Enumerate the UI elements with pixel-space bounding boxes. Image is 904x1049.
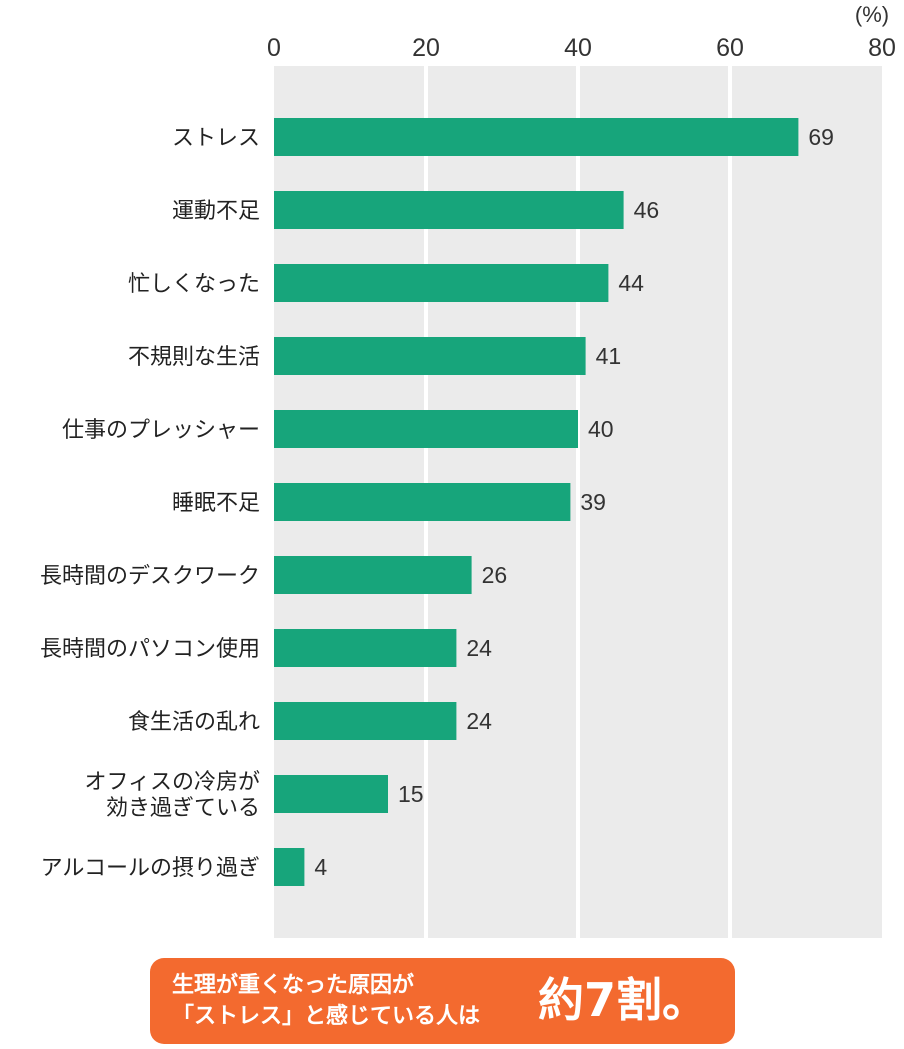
category-label: アルコールの摂り過ぎ bbox=[41, 856, 260, 881]
value-label: 4 bbox=[314, 854, 327, 880]
value-label: 40 bbox=[588, 416, 614, 442]
bar bbox=[274, 118, 799, 156]
x-tick-label: 60 bbox=[716, 34, 744, 62]
x-tick-label: 40 bbox=[564, 34, 592, 62]
value-label: 39 bbox=[580, 489, 606, 515]
value-label: 46 bbox=[634, 197, 660, 223]
category-label: 仕事のプレッシャー bbox=[62, 418, 260, 443]
category-label: 忙しくなった bbox=[128, 272, 260, 297]
bar bbox=[274, 775, 388, 813]
bar-chart: 0 20 40 60 80 (%) ストレス運動不足忙しくなった不規則な生活仕事のプレッ… bbox=[40, 2, 896, 938]
callout-line-1: 生理が重くなった原因が bbox=[172, 973, 415, 998]
bar bbox=[274, 410, 578, 448]
summary-callout: 生理が重くなった原因が 「ストレス」と感じている人は 約7割。 bbox=[150, 958, 735, 1044]
bar bbox=[274, 191, 624, 229]
unit-label: (%) bbox=[855, 2, 889, 27]
bar bbox=[274, 483, 571, 521]
value-label: 41 bbox=[596, 343, 622, 369]
callout-line-2: 「ストレス」と感じている人は bbox=[172, 1004, 481, 1029]
category-label: 効き過ぎている bbox=[106, 796, 260, 821]
category-label: 運動不足 bbox=[172, 199, 260, 224]
value-label: 44 bbox=[618, 270, 644, 296]
x-tick-label: 20 bbox=[412, 34, 440, 62]
bar bbox=[274, 556, 472, 594]
bar bbox=[274, 264, 609, 302]
category-labels: ストレス運動不足忙しくなった不規則な生活仕事のプレッシャー睡眠不足長時間のデスク… bbox=[40, 126, 260, 881]
category-label: オフィスの冷房が bbox=[84, 770, 260, 795]
x-tick-label: 0 bbox=[267, 34, 281, 62]
value-label: 24 bbox=[466, 635, 492, 661]
value-label: 69 bbox=[808, 124, 834, 150]
bar bbox=[274, 337, 586, 375]
category-label: 長時間のデスクワーク bbox=[40, 564, 260, 589]
value-label: 26 bbox=[482, 562, 508, 588]
value-label: 15 bbox=[398, 781, 424, 807]
callout-text: 生理が重くなった原因が 「ストレス」と感じている人は bbox=[172, 970, 480, 1032]
category-label: 長時間のパソコン使用 bbox=[40, 637, 260, 662]
category-label: 不規則な生活 bbox=[128, 345, 260, 370]
bar bbox=[274, 848, 305, 886]
category-label: 睡眠不足 bbox=[172, 491, 260, 516]
category-label: 食生活の乱れ bbox=[128, 710, 260, 735]
bar bbox=[274, 702, 457, 740]
value-label: 24 bbox=[466, 708, 492, 734]
callout-highlight: 約7割。 bbox=[538, 973, 709, 1027]
category-label: ストレス bbox=[172, 126, 260, 151]
value-labels: 69 46 44 41 40 39 26 24 24 15 4 bbox=[314, 124, 834, 880]
bar bbox=[274, 629, 457, 667]
bars bbox=[274, 118, 799, 886]
x-tick-label: 80 bbox=[868, 34, 896, 62]
x-axis-ticks: 0 20 40 60 80 bbox=[267, 34, 896, 62]
